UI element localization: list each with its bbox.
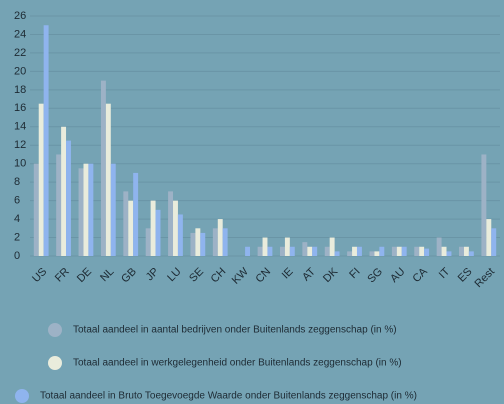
bar bbox=[369, 251, 375, 256]
bar bbox=[334, 251, 340, 256]
bar bbox=[436, 237, 442, 256]
legend-label: Totaal aandeel in Bruto Toegevoegde Waar… bbox=[40, 391, 417, 402]
bar bbox=[379, 246, 385, 256]
bar bbox=[352, 246, 357, 256]
bar bbox=[262, 237, 268, 256]
bar bbox=[33, 163, 39, 256]
bar bbox=[463, 246, 469, 256]
bar bbox=[459, 246, 464, 256]
bar bbox=[38, 103, 44, 256]
bar bbox=[177, 214, 183, 256]
bar bbox=[374, 251, 380, 256]
y-tick-label: 16 bbox=[14, 102, 26, 114]
y-tick-label: 8 bbox=[14, 176, 20, 188]
bar bbox=[257, 246, 263, 256]
bar bbox=[66, 140, 71, 256]
bar bbox=[267, 246, 273, 256]
bar bbox=[150, 200, 156, 256]
y-tick-label: 20 bbox=[14, 65, 26, 77]
bar bbox=[414, 246, 420, 256]
bar bbox=[468, 251, 474, 256]
y-tick-label: 24 bbox=[14, 28, 26, 40]
y-tick-label: 12 bbox=[14, 139, 26, 151]
bar bbox=[105, 103, 111, 256]
y-tick-label: 22 bbox=[14, 47, 26, 59]
y-tick-label: 26 bbox=[14, 10, 26, 22]
bar bbox=[356, 246, 362, 256]
legend-label: Totaal aandeel in aantal bedrijven onder… bbox=[73, 325, 397, 336]
legend-label: Totaal aandeel in werkgelegenheid onder … bbox=[73, 358, 402, 369]
bar bbox=[190, 232, 196, 256]
bar bbox=[302, 242, 308, 256]
bar bbox=[401, 246, 407, 256]
bar bbox=[284, 237, 290, 256]
bar bbox=[245, 246, 251, 256]
bar bbox=[441, 246, 447, 256]
bar bbox=[324, 246, 330, 256]
y-tick-label: 2 bbox=[14, 231, 20, 243]
y-tick-label: 0 bbox=[14, 250, 20, 262]
bar bbox=[173, 200, 178, 256]
bar bbox=[100, 80, 106, 256]
bar bbox=[391, 246, 397, 256]
bar bbox=[424, 248, 430, 256]
legend-marker bbox=[15, 389, 29, 403]
bar bbox=[347, 251, 353, 256]
bar bbox=[200, 232, 206, 256]
bar bbox=[133, 172, 139, 256]
bar bbox=[279, 246, 285, 256]
bar bbox=[289, 246, 295, 256]
y-tick-label: 4 bbox=[14, 213, 20, 225]
bar bbox=[491, 228, 497, 256]
bar bbox=[486, 219, 492, 256]
bar bbox=[145, 228, 151, 256]
legend-marker bbox=[48, 323, 62, 337]
bar bbox=[481, 154, 487, 256]
bar bbox=[312, 246, 318, 256]
bar bbox=[168, 191, 174, 256]
bar bbox=[329, 237, 335, 256]
legend-marker bbox=[48, 356, 62, 370]
bar bbox=[155, 209, 161, 256]
bar bbox=[56, 154, 62, 256]
bar bbox=[123, 191, 129, 256]
bar bbox=[83, 163, 89, 256]
bar bbox=[128, 200, 134, 256]
bar bbox=[61, 126, 67, 257]
bar bbox=[307, 246, 313, 256]
y-tick-label: 10 bbox=[14, 158, 26, 170]
bar bbox=[110, 163, 116, 256]
bar bbox=[217, 219, 223, 256]
bar bbox=[43, 25, 49, 256]
bar bbox=[222, 228, 228, 256]
bar bbox=[88, 163, 94, 256]
y-tick-label: 18 bbox=[14, 84, 26, 96]
bar bbox=[195, 228, 201, 256]
y-tick-label: 14 bbox=[14, 121, 26, 133]
bar bbox=[78, 168, 84, 256]
y-tick-label: 6 bbox=[14, 195, 20, 207]
bar bbox=[446, 251, 452, 256]
bar bbox=[396, 246, 402, 256]
bar bbox=[419, 246, 425, 256]
bar bbox=[212, 228, 218, 256]
